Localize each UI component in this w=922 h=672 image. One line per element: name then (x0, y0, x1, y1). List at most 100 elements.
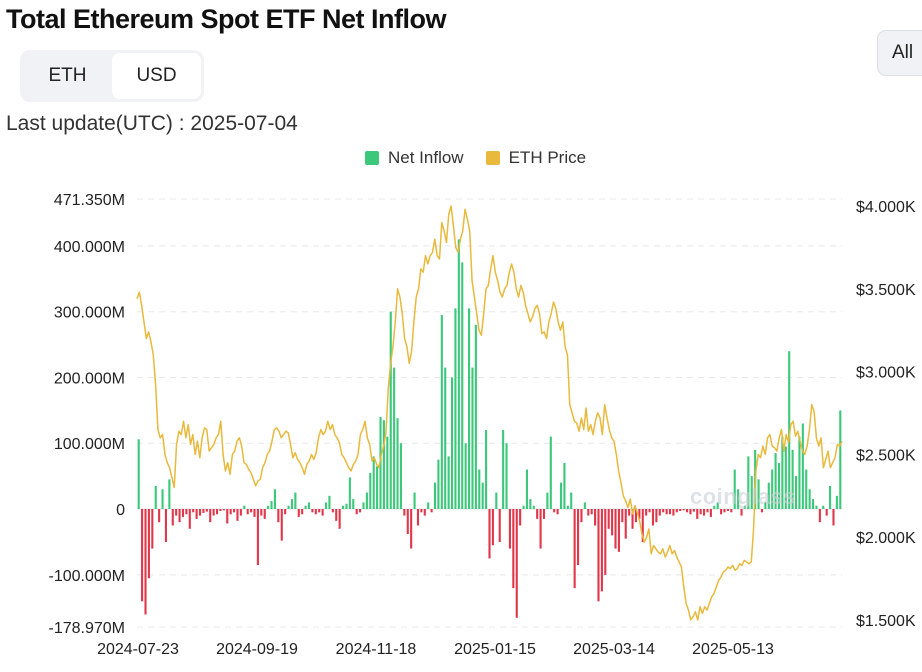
inflow-bar (331, 509, 334, 513)
inflow-bar (236, 509, 239, 521)
unit-toggle[interactable]: ETH USD (20, 50, 204, 102)
inflow-bar (253, 509, 256, 517)
inflow-bar (362, 502, 365, 509)
inflow-bar (239, 509, 242, 516)
inflow-bar (747, 456, 750, 509)
inflow-bar (328, 495, 331, 509)
inflow-bar (512, 509, 515, 589)
inflow-bar (614, 509, 617, 549)
inflow-bar (430, 509, 433, 513)
inflow-bar (437, 459, 440, 509)
inflow-bar (495, 492, 498, 509)
range-all-button[interactable]: All (877, 30, 922, 76)
inflow-bar (324, 502, 328, 509)
inflow-bar (202, 509, 205, 513)
inflow-bar (297, 509, 300, 517)
inflow-bar (403, 509, 406, 516)
legend-swatch-eth-price (485, 151, 500, 165)
inflow-bar (376, 466, 379, 509)
inflow-bar (726, 509, 729, 511)
inflow-bar (723, 509, 726, 513)
inflow-bar (382, 420, 385, 509)
inflow-bar (233, 509, 236, 513)
inflow-bar (365, 492, 368, 509)
inflow-bar (307, 502, 311, 509)
y-left-tick-label: 200.000M (54, 370, 125, 387)
inflow-bar (648, 509, 651, 513)
inflow-bar (607, 509, 610, 529)
inflow-bar (822, 505, 825, 509)
inflow-bar (764, 502, 767, 509)
inflow-bar (151, 509, 154, 549)
inflow-bar (287, 505, 290, 509)
inflow-bar (815, 505, 818, 509)
inflow-bar (440, 314, 443, 509)
inflow-bar (341, 505, 345, 509)
inflow-bar (805, 469, 808, 509)
toggle-eth[interactable]: ETH (48, 65, 87, 86)
inflow-bar (767, 482, 770, 509)
inflow-bar (147, 509, 150, 579)
inflow-bar (737, 489, 740, 509)
inflow-bar (522, 505, 525, 509)
inflow-bar (529, 499, 532, 509)
inflow-bar (444, 367, 447, 509)
inflow-bar (181, 509, 185, 517)
legend-label-eth-price: ETH Price (508, 148, 587, 167)
inflow-bar (774, 453, 777, 509)
inflow-bar (304, 505, 307, 509)
inflow-bar (791, 449, 794, 509)
toggle-usd[interactable]: USD (112, 53, 201, 99)
inflow-bar (573, 509, 576, 589)
y-left-tick-label: 471.350M (54, 192, 125, 209)
inflow-bar (594, 509, 597, 526)
inflow-bar (393, 367, 396, 509)
inflow-bar (413, 492, 416, 509)
inflow-bar (311, 509, 314, 513)
inflow-bar (801, 423, 804, 509)
x-tick-label: 2025-03-14 (573, 641, 655, 658)
inflow-bar (733, 469, 736, 509)
y-left-tick-label: -178.970M (49, 620, 126, 637)
inflow-bar (372, 456, 375, 509)
x-tick-label: 2024-09-19 (216, 641, 298, 658)
inflow-bar (740, 509, 743, 516)
inflow-bar (461, 262, 464, 509)
y-right-tick-label: $2.500K (856, 447, 916, 464)
legend-item-net-inflow[interactable]: Net Inflow (365, 148, 464, 168)
inflow-bar (542, 509, 546, 519)
inflow-bar (604, 509, 607, 575)
inflow-bar (590, 509, 593, 515)
x-tick-label: 2025-01-15 (454, 641, 536, 658)
inflow-bar (359, 509, 362, 513)
inflow-bar (532, 505, 535, 509)
inflow-bar (154, 485, 157, 509)
inflow-bar (215, 509, 219, 515)
inflow-bar (692, 509, 695, 512)
inflow-bar (420, 509, 423, 513)
inflow-bar (198, 509, 202, 516)
inflow-bar (536, 509, 539, 519)
inflow-bar (818, 509, 821, 523)
inflow-bar (471, 367, 474, 509)
inflow-bar (580, 509, 583, 523)
inflow-bar (634, 509, 637, 523)
inflow-bar (563, 462, 566, 509)
inflow-bar (794, 476, 798, 509)
inflow-bar (525, 469, 529, 509)
legend-item-eth-price[interactable]: ETH Price (485, 148, 587, 168)
inflow-bar (600, 509, 603, 592)
inflow-bar (352, 499, 355, 509)
inflow-bar (576, 509, 580, 566)
inflow-bar (481, 482, 484, 509)
y-right-tick-label: $4.000K (856, 199, 916, 216)
inflow-bar (624, 509, 627, 539)
y-left-tick-label: 0 (116, 502, 125, 519)
inflow-bar (587, 509, 590, 516)
inflow-bar (137, 439, 140, 509)
inflow-bar (689, 509, 692, 515)
inflow-bar (658, 509, 661, 516)
y-right-tick-label: $3.000K (856, 365, 916, 382)
inflow-bar (321, 509, 324, 516)
inflow-bar (427, 502, 430, 509)
